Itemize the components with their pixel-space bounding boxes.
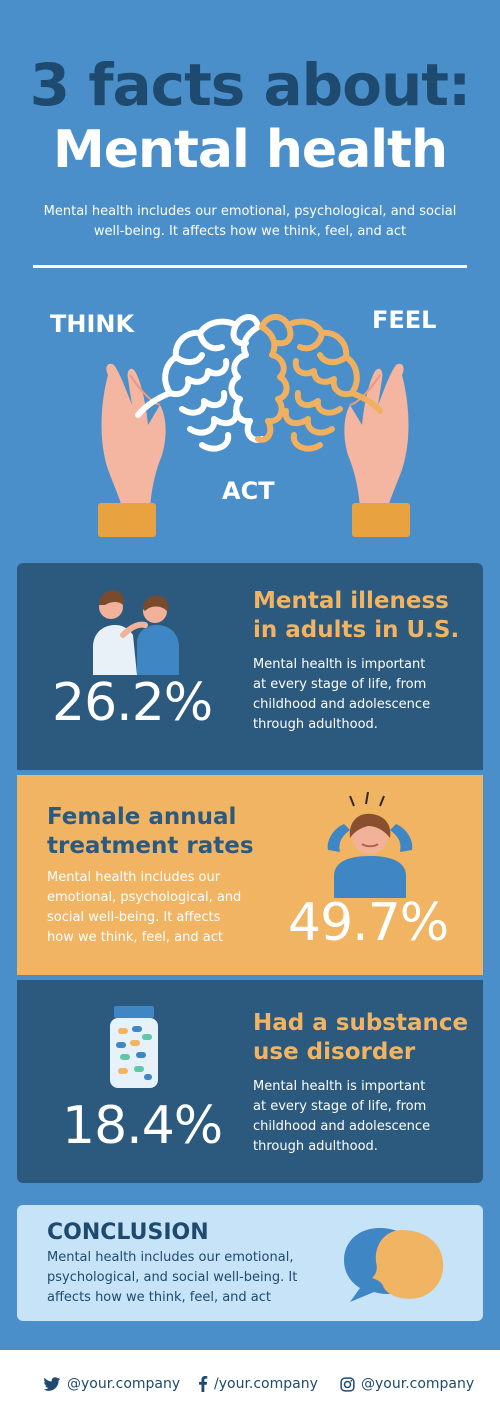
fact-1-body-line: at every stage of life, from <box>253 677 427 692</box>
facebook-link[interactable]: /your.company <box>198 1376 318 1392</box>
conclusion-body: Mental health includes our emotional, ps… <box>47 1248 297 1308</box>
instagram-icon <box>340 1376 355 1392</box>
stressed-woman-icon <box>327 791 413 898</box>
fact-3-body-line: through adulthood. <box>253 1139 378 1154</box>
feel-label: FEEL <box>372 306 437 334</box>
fact-1-title: Mental illeness in adults in U.S. <box>253 587 459 645</box>
fact-2-title-line1: Female annual <box>47 804 237 830</box>
people-comfort-icon <box>93 590 179 675</box>
page-title-line1: 3 facts about: <box>29 51 471 119</box>
fact-card-3 <box>17 980 483 1183</box>
fact-1-body-line: childhood and adolescence <box>253 697 431 712</box>
fact-2-body-line: social well-being. It affects <box>47 910 221 925</box>
act-label: ACT <box>222 477 275 505</box>
conclusion-body-line: Mental health includes our emotional, <box>47 1250 294 1265</box>
fact-2-body-line: emotional, psychological, and <box>47 890 242 905</box>
brain-hands-illustration <box>98 314 410 537</box>
header-divider <box>33 265 467 268</box>
conclusion-title: CONCLUSION <box>47 1220 209 1245</box>
left-hand-icon <box>98 363 166 537</box>
fact-1-body: Mental health is important at every stag… <box>253 655 430 735</box>
fact-2-body: Mental health includes our emotional, ps… <box>47 868 241 948</box>
fact-3-title-line2: use disorder <box>253 1039 416 1065</box>
fact-2-title: Female annual treatment rates <box>47 803 254 861</box>
fact-1-value: 26.2% <box>52 673 213 733</box>
twitter-icon <box>43 1376 61 1391</box>
fact-3-title-line1: Had a substance <box>253 1010 469 1036</box>
right-hand-icon <box>344 363 410 537</box>
twitter-handle: @your.company <box>67 1376 181 1392</box>
speech-head-icon <box>344 1228 444 1302</box>
facebook-icon <box>199 1376 208 1392</box>
instagram-handle: @your.company <box>361 1376 475 1392</box>
brain-icon <box>135 314 383 452</box>
fact-3-body-line: at every stage of life, from <box>253 1099 427 1114</box>
fact-2-body-line: how we think, feel, and act <box>47 930 223 945</box>
fact-2-body-line: Mental health includes our <box>47 870 221 885</box>
facebook-handle: /your.company <box>214 1376 318 1392</box>
fact-1-title-line2: in adults in U.S. <box>253 617 460 643</box>
think-label: THINK <box>50 310 135 338</box>
fact-3-body: Mental health is important at every stag… <box>253 1077 430 1157</box>
twitter-link[interactable]: @your.company <box>43 1376 180 1392</box>
fact-3-body-line: Mental health is important <box>253 1079 426 1094</box>
fact-2-title-line2: treatment rates <box>47 833 254 859</box>
fact-3-title: Had a substance use disorder <box>253 1009 468 1067</box>
fact-1-body-line: through adulthood. <box>253 717 378 732</box>
footer <box>0 1350 500 1420</box>
fact-1-body-line: Mental health is important <box>253 657 426 672</box>
fact-1-title-line1: Mental illeness <box>253 588 449 614</box>
fact-3-value: 18.4% <box>62 1096 223 1156</box>
conclusion-body-line: psychological, and social well-being. It <box>47 1270 298 1285</box>
fact-2-value: 49.7% <box>288 893 449 953</box>
fact-3-body-line: childhood and adolescence <box>253 1119 431 1134</box>
pill-bottle-icon <box>110 1006 158 1088</box>
intro-text: Mental health includes our emotional, ps… <box>43 204 457 239</box>
instagram-link[interactable]: @your.company <box>340 1376 474 1392</box>
page-title-line2: Mental health <box>53 120 448 180</box>
conclusion-body-line: affects how we think, feel, and act <box>47 1290 272 1305</box>
